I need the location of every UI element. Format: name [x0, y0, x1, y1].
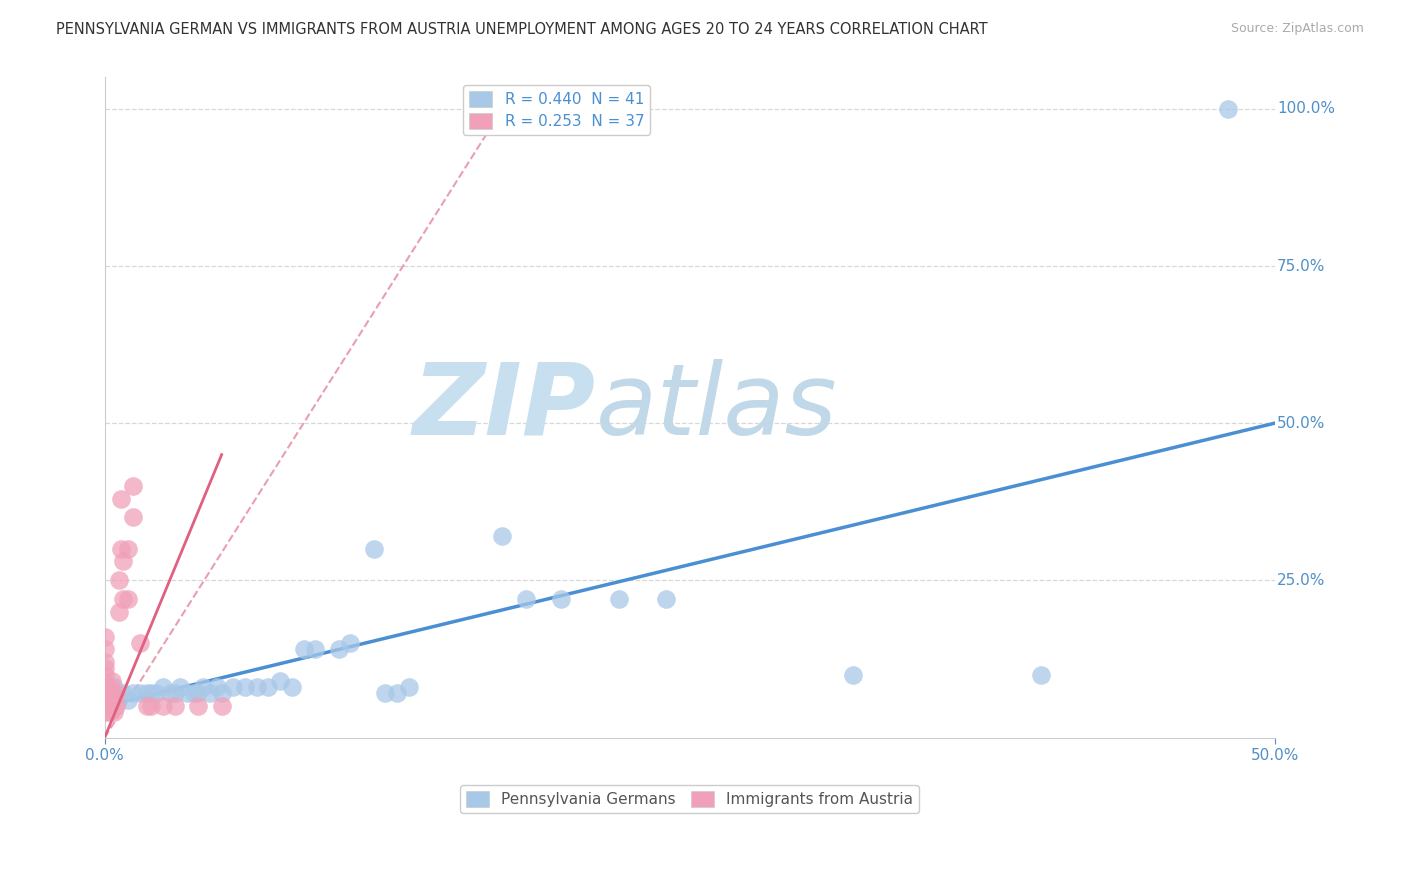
Point [107, 605, 129, 619]
Point [1029, 667, 1052, 681]
Point [141, 699, 163, 714]
Point [100, 673, 122, 688]
Point [135, 699, 157, 714]
Point [103, 680, 125, 694]
Point [328, 642, 350, 657]
Legend: Pennsylvania Germans, Immigrants from Austria: Pennsylvania Germans, Immigrants from Au… [460, 785, 920, 813]
Point [222, 680, 245, 694]
Point [93, 706, 115, 720]
Point [491, 529, 513, 543]
Text: 25.0%: 25.0% [1277, 573, 1326, 588]
Point [398, 680, 420, 694]
Point [110, 541, 132, 556]
Point [105, 699, 128, 714]
Point [112, 554, 135, 568]
Point [363, 541, 385, 556]
Point [187, 699, 209, 714]
Point [339, 636, 361, 650]
Point [187, 686, 209, 700]
Point [103, 706, 125, 720]
Point [121, 510, 143, 524]
Point [117, 693, 139, 707]
Point [246, 680, 269, 694]
Point [281, 680, 304, 694]
Text: Source: ZipAtlas.com: Source: ZipAtlas.com [1230, 22, 1364, 36]
Point [128, 636, 150, 650]
Point [609, 592, 631, 607]
Point [163, 686, 186, 700]
Point [169, 680, 191, 694]
Point [110, 491, 132, 506]
Point [117, 592, 139, 607]
Point [98, 680, 121, 694]
Point [842, 667, 865, 681]
Point [93, 655, 115, 669]
Point [98, 693, 121, 707]
Point [100, 686, 122, 700]
Point [98, 706, 121, 720]
Point [292, 642, 315, 657]
Text: 100.0%: 100.0% [1277, 102, 1334, 116]
Point [141, 686, 163, 700]
Point [211, 686, 233, 700]
Point [93, 683, 115, 698]
Point [257, 680, 280, 694]
Point [152, 699, 174, 714]
Point [100, 696, 122, 710]
Point [211, 699, 233, 714]
Text: PENNSYLVANIA GERMAN VS IMMIGRANTS FROM AUSTRIA UNEMPLOYMENT AMONG AGES 20 TO 24 : PENNSYLVANIA GERMAN VS IMMIGRANTS FROM A… [56, 22, 988, 37]
Text: 75.0%: 75.0% [1277, 259, 1326, 274]
Point [117, 541, 139, 556]
Point [112, 592, 135, 607]
Point [93, 642, 115, 657]
Point [304, 642, 326, 657]
Point [385, 686, 408, 700]
Point [121, 479, 143, 493]
Point [93, 690, 115, 704]
Text: atlas: atlas [596, 359, 838, 456]
Point [103, 693, 125, 707]
Point [152, 680, 174, 694]
Point [183, 686, 205, 700]
Point [269, 673, 291, 688]
Point [374, 686, 396, 700]
Point [176, 686, 198, 700]
Point [550, 592, 572, 607]
Point [159, 686, 181, 700]
Point [145, 686, 167, 700]
Point [107, 574, 129, 588]
Text: ZIP: ZIP [413, 359, 596, 456]
Point [515, 592, 537, 607]
Point [112, 686, 135, 700]
Point [135, 686, 157, 700]
Point [233, 680, 256, 694]
Point [191, 680, 214, 694]
Text: 50.0%: 50.0% [1277, 416, 1326, 431]
Point [655, 592, 678, 607]
Point [93, 677, 115, 691]
Point [93, 667, 115, 681]
Point [105, 686, 128, 700]
Point [93, 661, 115, 675]
Point [205, 680, 228, 694]
Point [93, 630, 115, 644]
Point [1216, 102, 1239, 116]
Point [128, 686, 150, 700]
Point [163, 699, 186, 714]
Point [121, 686, 143, 700]
Point [93, 696, 115, 710]
Point [198, 686, 221, 700]
